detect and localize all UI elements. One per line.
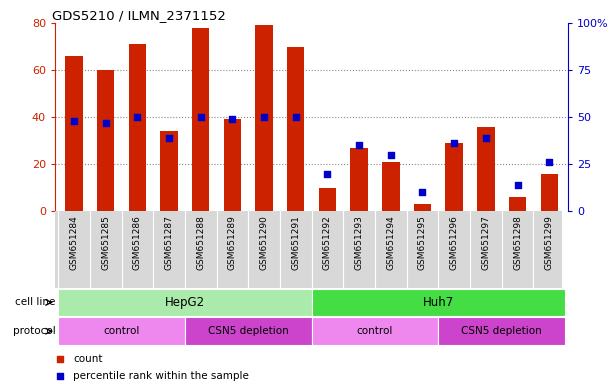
Text: GSM651292: GSM651292 bbox=[323, 215, 332, 270]
Point bbox=[133, 114, 142, 120]
Text: percentile rank within the sample: percentile rank within the sample bbox=[73, 371, 249, 381]
Bar bbox=[129, 44, 146, 211]
Point bbox=[353, 292, 363, 298]
Point bbox=[101, 120, 111, 126]
Text: GSM651295: GSM651295 bbox=[418, 215, 427, 270]
Point bbox=[481, 135, 491, 141]
Bar bbox=[58, 289, 312, 316]
Text: GSM651294: GSM651294 bbox=[386, 215, 395, 270]
Text: control: control bbox=[357, 326, 393, 336]
Bar bbox=[509, 197, 526, 211]
Text: GSM651287: GSM651287 bbox=[164, 215, 174, 270]
Text: GSM651298: GSM651298 bbox=[513, 215, 522, 270]
Point bbox=[386, 152, 396, 158]
Bar bbox=[185, 317, 312, 345]
Bar bbox=[97, 70, 114, 211]
Point bbox=[69, 118, 79, 124]
Text: GSM651291: GSM651291 bbox=[291, 215, 300, 270]
Bar bbox=[65, 56, 82, 211]
Text: GSM651296: GSM651296 bbox=[450, 215, 459, 270]
Text: CSN5 depletion: CSN5 depletion bbox=[461, 326, 542, 336]
Text: GSM651288: GSM651288 bbox=[196, 215, 205, 270]
Bar bbox=[255, 25, 273, 211]
Bar bbox=[319, 188, 336, 211]
Bar bbox=[287, 46, 304, 211]
Text: Huh7: Huh7 bbox=[423, 296, 454, 309]
Text: control: control bbox=[103, 326, 140, 336]
Point bbox=[544, 159, 554, 166]
Bar bbox=[414, 204, 431, 211]
Text: count: count bbox=[73, 354, 103, 364]
Text: GSM651286: GSM651286 bbox=[133, 215, 142, 270]
Point bbox=[291, 114, 301, 120]
Text: GSM651297: GSM651297 bbox=[481, 215, 491, 270]
Text: GSM651289: GSM651289 bbox=[228, 215, 237, 270]
Bar bbox=[312, 317, 438, 345]
Text: GSM651285: GSM651285 bbox=[101, 215, 110, 270]
Point bbox=[227, 116, 237, 122]
Point bbox=[259, 114, 269, 120]
Point bbox=[449, 141, 459, 147]
Point bbox=[196, 114, 206, 120]
Text: GSM651299: GSM651299 bbox=[545, 215, 554, 270]
Text: HepG2: HepG2 bbox=[165, 296, 205, 309]
Text: GSM651293: GSM651293 bbox=[354, 215, 364, 270]
Bar bbox=[192, 28, 210, 211]
Bar bbox=[224, 119, 241, 211]
Bar bbox=[58, 317, 185, 345]
Text: GSM651284: GSM651284 bbox=[70, 215, 78, 270]
Text: GDS5210 / ILMN_2371152: GDS5210 / ILMN_2371152 bbox=[53, 9, 226, 22]
Bar bbox=[382, 162, 400, 211]
Text: cell line: cell line bbox=[15, 297, 56, 308]
Point bbox=[323, 170, 332, 177]
Point bbox=[354, 142, 364, 149]
Bar bbox=[160, 131, 178, 211]
Bar bbox=[541, 174, 558, 211]
Text: CSN5 depletion: CSN5 depletion bbox=[208, 326, 288, 336]
Bar bbox=[351, 148, 368, 211]
Text: GSM651290: GSM651290 bbox=[260, 215, 269, 270]
Bar bbox=[312, 289, 565, 316]
Bar bbox=[438, 317, 565, 345]
Point bbox=[417, 189, 427, 195]
Bar bbox=[477, 126, 494, 211]
Point bbox=[164, 135, 174, 141]
Point bbox=[353, 135, 363, 141]
Bar bbox=[445, 143, 463, 211]
Point bbox=[513, 182, 522, 188]
Text: protocol: protocol bbox=[13, 326, 56, 336]
